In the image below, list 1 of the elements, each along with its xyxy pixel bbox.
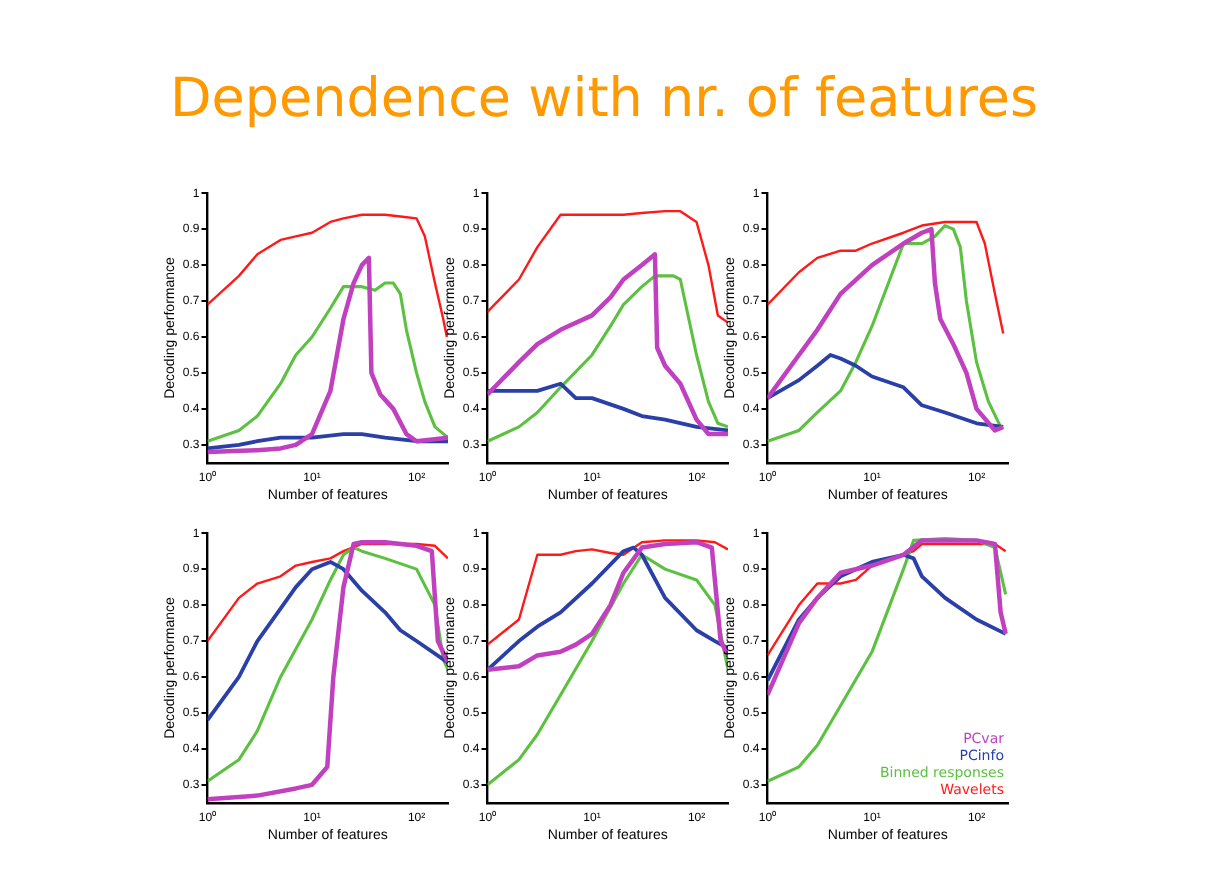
text: Dependence with nr. of features [167,68,1041,130]
